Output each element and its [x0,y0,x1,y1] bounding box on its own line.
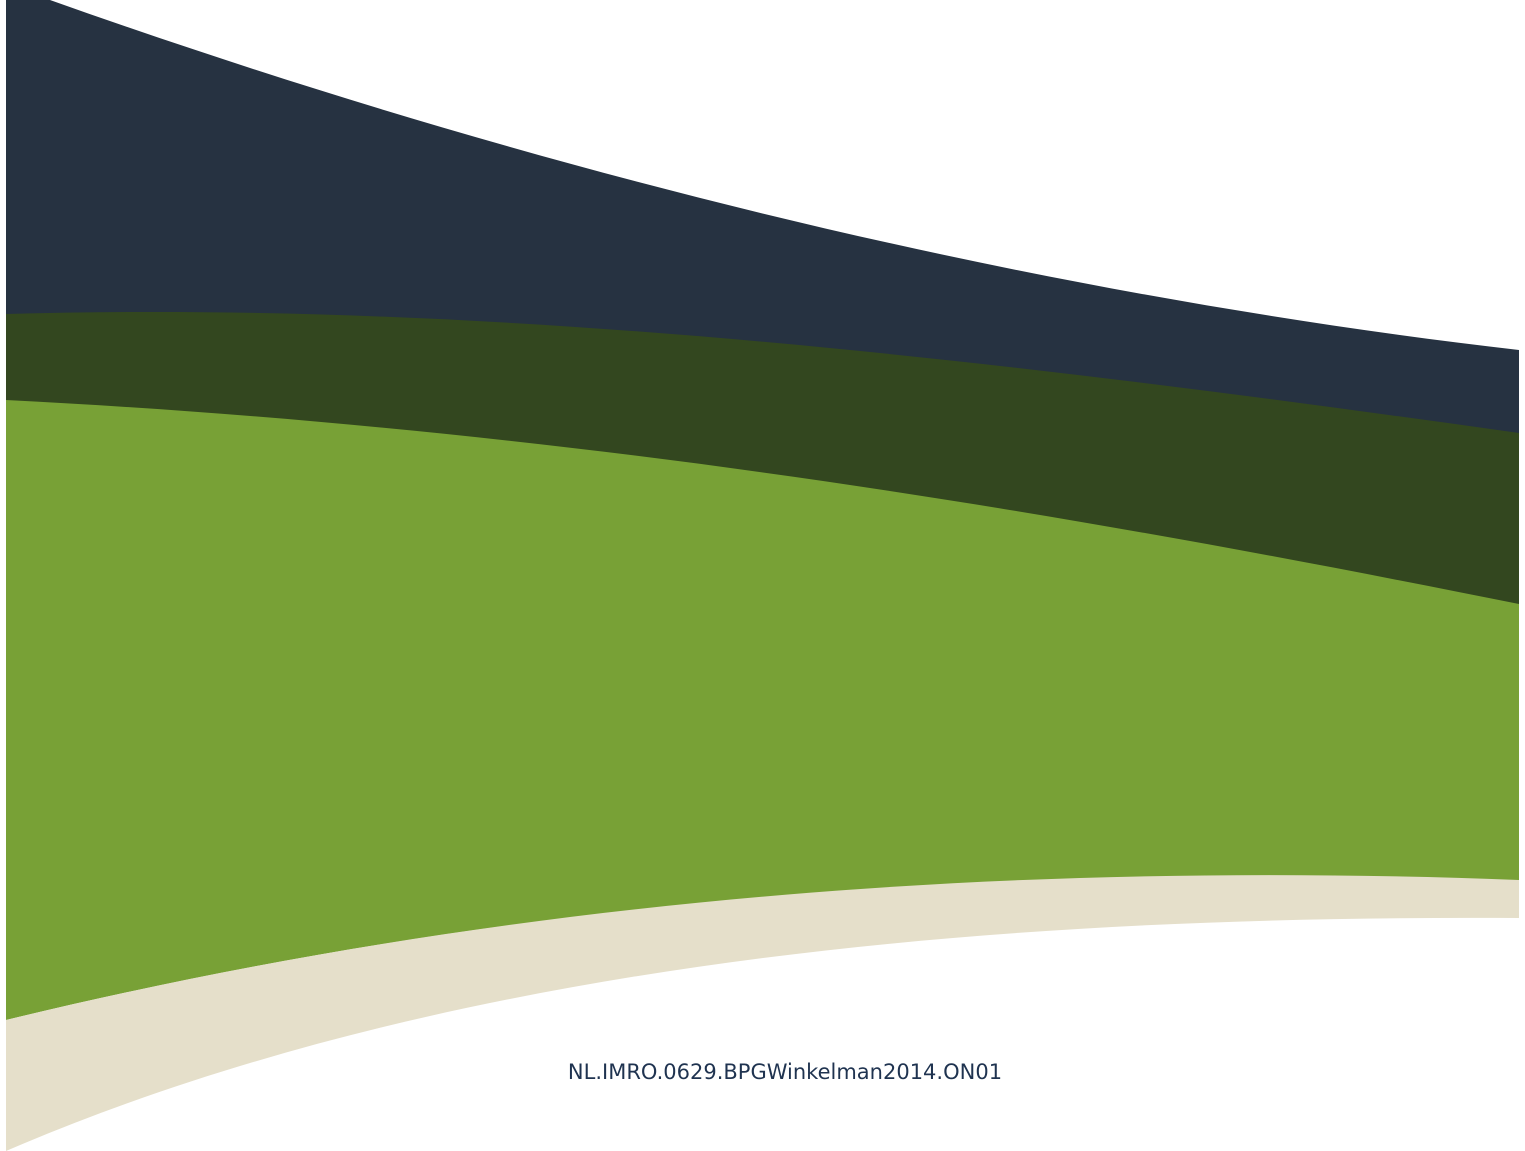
green-band [6,400,1519,1020]
beige-band [6,875,1519,1151]
document-identifier: NL.IMRO.0629.BPGWinkelman2014.ON01 [568,1060,1002,1084]
